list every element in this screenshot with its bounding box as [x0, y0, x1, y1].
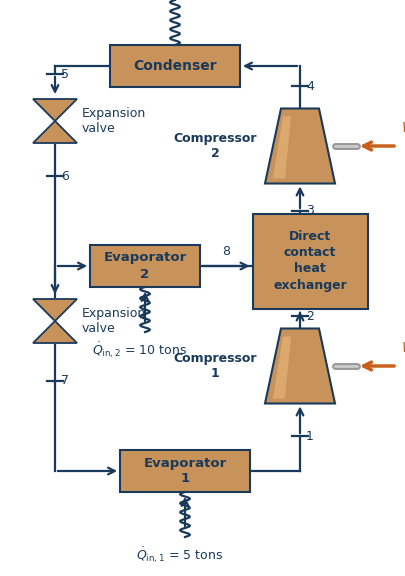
Text: $\dot{W}_\mathrm{c,2}$: $\dot{W}_\mathrm{c,2}$	[401, 116, 405, 138]
Text: Expansion
valve: Expansion valve	[82, 307, 146, 335]
Polygon shape	[273, 116, 291, 179]
Polygon shape	[33, 99, 77, 121]
Text: Expansion
valve: Expansion valve	[82, 107, 146, 135]
FancyBboxPatch shape	[252, 214, 367, 309]
Text: Evaporator
1: Evaporator 1	[143, 457, 227, 486]
Text: $\dot{W}_\mathrm{c,1}$: $\dot{W}_\mathrm{c,1}$	[401, 336, 405, 358]
Text: $\dot{Q}_\mathrm{in,1}$ = 5 tons: $\dot{Q}_\mathrm{in,1}$ = 5 tons	[136, 545, 224, 565]
Polygon shape	[273, 336, 291, 399]
Text: 7: 7	[61, 374, 69, 388]
Text: 2: 2	[306, 309, 314, 323]
Polygon shape	[33, 299, 77, 321]
Text: 6: 6	[61, 169, 69, 183]
Polygon shape	[265, 108, 335, 184]
Text: Evaporator
2: Evaporator 2	[103, 252, 187, 281]
FancyBboxPatch shape	[110, 45, 240, 87]
Text: Compressor
1: Compressor 1	[173, 352, 257, 380]
Polygon shape	[265, 328, 335, 404]
Text: $\dot{Q}_\mathrm{in,2}$ = 10 tons: $\dot{Q}_\mathrm{in,2}$ = 10 tons	[92, 340, 188, 360]
Text: 8: 8	[222, 245, 230, 258]
Polygon shape	[33, 121, 77, 143]
Text: 3: 3	[306, 204, 314, 218]
Text: Condenser: Condenser	[133, 59, 217, 73]
Text: 5: 5	[61, 67, 69, 81]
Text: Direct
contact
heat
exchanger: Direct contact heat exchanger	[273, 230, 347, 291]
Text: 1: 1	[306, 430, 314, 442]
Polygon shape	[33, 321, 77, 343]
FancyBboxPatch shape	[90, 245, 200, 287]
Text: 4: 4	[306, 79, 314, 93]
FancyBboxPatch shape	[120, 450, 250, 492]
Text: Compressor
2: Compressor 2	[173, 132, 257, 160]
